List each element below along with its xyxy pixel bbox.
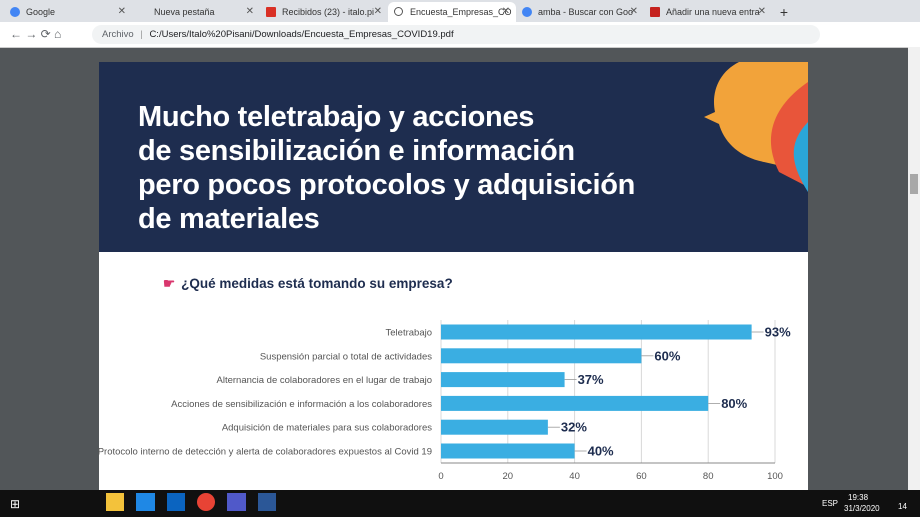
taskbar: ⊞ ESP 19:38 31/3/2020 14 (0, 490, 920, 517)
tab[interactable]: Encuesta_Empresas_CO ✕ (388, 2, 516, 22)
banner: Mucho teletrabajo y acciones de sensibil… (99, 62, 808, 252)
heading-line: de sensibilización e información (138, 135, 575, 167)
notification-count[interactable]: 14 (898, 502, 907, 511)
tab[interactable]: Añadir una nueva entra ✕ (644, 2, 772, 22)
question: ☛ ¿Qué medidas está tomando su empresa? (163, 276, 453, 291)
start-button[interactable]: ⊞ (10, 497, 21, 511)
tab-title: amba - Buscar con Goo (538, 7, 634, 17)
address-url: C:/Users/Italo%20Pisani/Downloads/Encues… (149, 29, 454, 40)
pdf-page: Mucho teletrabajo y acciones de sensibil… (99, 62, 808, 492)
tab-title: Google (26, 7, 56, 17)
tab-bar: Google ✕ Nueva pestaña ✕ Recibidos (23) - … (0, 0, 920, 22)
tab-title: Encuesta_Empresas_CO (410, 7, 512, 17)
question-text: ¿Qué medidas está tomando su empresa? (181, 276, 453, 291)
tab-title: Nueva pestaña (154, 7, 215, 17)
clock-date[interactable]: 31/3/2020 (844, 504, 880, 513)
tab-title: Recibidos (23) - italo.pi (282, 7, 375, 17)
address-bar: ← → ⟳ ⌂ Archivo | C:/Users/Italo%20Pisan… (0, 22, 920, 48)
heading-line: de materiales (138, 203, 320, 235)
address-prefix: Archivo (102, 29, 134, 40)
decoration (704, 62, 808, 192)
pinned-apps (106, 493, 276, 514)
omnibox[interactable]: Archivo | C:/Users/Italo%20Pisani/Downlo… (92, 25, 820, 44)
clock-time[interactable]: 19:38 (848, 493, 869, 502)
language[interactable]: ESP (822, 499, 839, 508)
tab[interactable]: Recibidos (23) - italo.pi ✕ (260, 2, 388, 22)
tab[interactable]: Google ✕ (4, 2, 132, 22)
heading-line: pero pocos protocolos y adquisición (138, 169, 636, 201)
tab[interactable]: Nueva pestaña ✕ (154, 6, 254, 17)
new-tab-button[interactable]: + (779, 4, 789, 20)
heading-line: Mucho teletrabajo y acciones (138, 101, 535, 133)
tab-title: Añadir una nueva entra (666, 7, 760, 17)
scrollbar[interactable] (908, 47, 920, 490)
tab[interactable]: amba - Buscar con Goo ✕ (516, 2, 644, 22)
heading: Mucho teletrabajo y acciones de sensibil… (138, 100, 635, 236)
nav-buttons[interactable]: ← → ⟳ ⌂ (10, 27, 62, 41)
